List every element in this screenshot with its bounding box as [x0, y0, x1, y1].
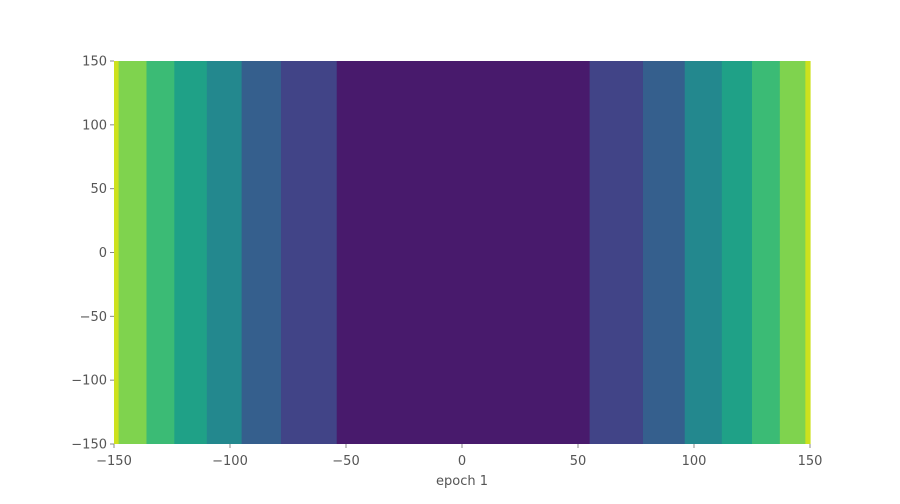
y-axis: −150 −100 −50 0 50 100 150: [71, 55, 114, 453]
x-tick-label: −50: [332, 454, 359, 469]
contour-band: [241, 61, 282, 444]
x-axis: −150 −100 −50 0 50 100 150: [96, 444, 822, 469]
y-tick-label: 100: [82, 118, 107, 133]
contour-band: [684, 61, 723, 444]
contour-bands: [114, 61, 811, 444]
x-axis-label: epoch 1: [436, 474, 488, 489]
contour-band: [174, 61, 208, 444]
contour-band: [206, 61, 243, 444]
x-tick-label: −150: [96, 454, 132, 469]
x-tick-label: 150: [798, 454, 823, 469]
y-tick-label: 150: [82, 55, 107, 70]
contour-band: [336, 61, 591, 444]
contour-band: [642, 61, 686, 444]
contour-band: [805, 61, 811, 444]
contour-band: [281, 61, 338, 444]
contour-band: [118, 61, 148, 444]
y-tick-label: 50: [90, 182, 107, 197]
x-tick-label: 50: [570, 454, 587, 469]
y-tick-label: −150: [71, 438, 107, 453]
contour-band: [721, 61, 753, 444]
y-tick-label: 0: [99, 246, 107, 261]
x-tick-label: 100: [682, 454, 707, 469]
contour-band: [779, 61, 806, 444]
contour-band: [589, 61, 644, 444]
contour-band: [146, 61, 175, 444]
y-tick-label: −50: [80, 310, 107, 325]
y-tick-label: −100: [71, 374, 107, 389]
x-tick-label: 0: [458, 454, 466, 469]
contour-band: [752, 61, 781, 444]
x-tick-label: −100: [212, 454, 248, 469]
contour-band: [114, 61, 120, 444]
